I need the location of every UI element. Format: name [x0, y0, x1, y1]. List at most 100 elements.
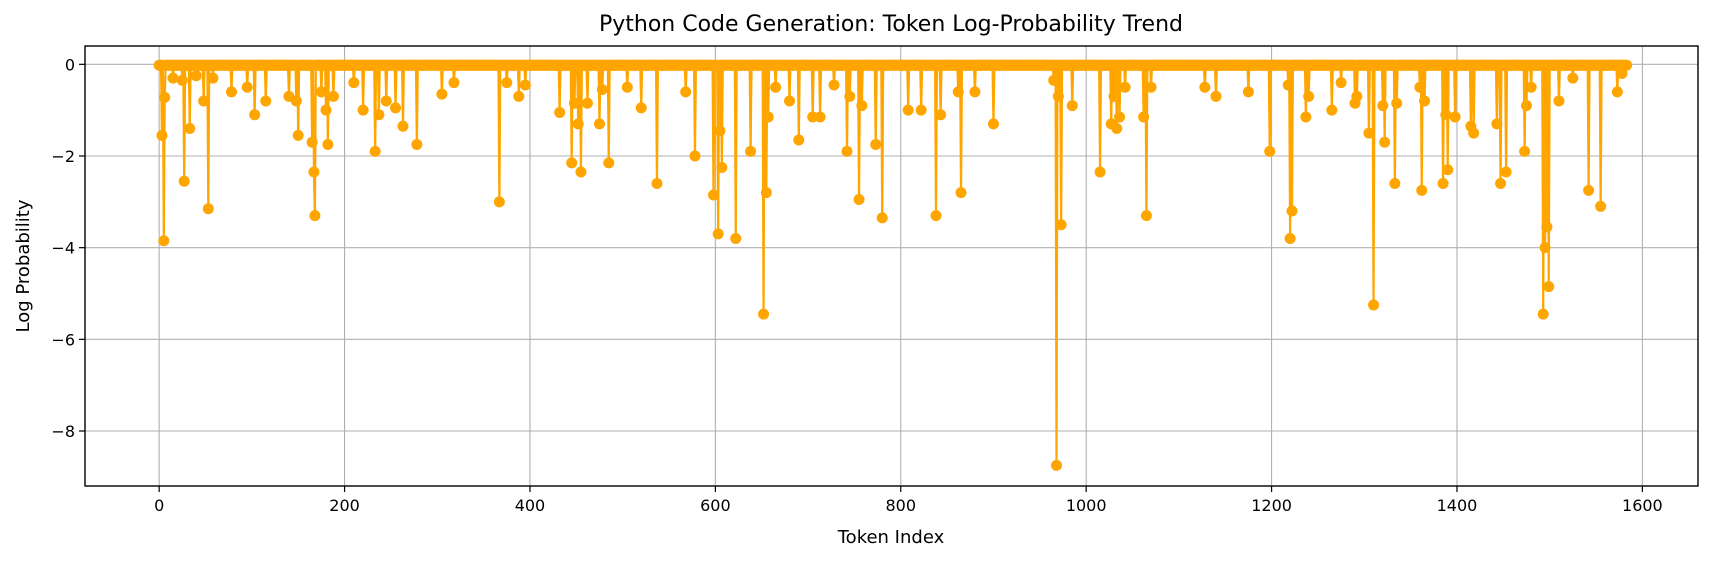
- data-point: [730, 233, 742, 244]
- x-tick-label: 1400: [1437, 496, 1478, 515]
- data-point: [1389, 178, 1401, 189]
- data-point: [1119, 81, 1131, 93]
- y-tick-label: 0: [65, 55, 75, 74]
- chart-title: Python Code Generation: Token Log-Probab…: [599, 12, 1183, 37]
- axis-ticks: 0 200 400 600 800 1000 1200 1400 1600 0 −2 −4 −6 −8: [51, 55, 1662, 515]
- data-point: [373, 109, 385, 121]
- series-line: [158, 64, 1627, 467]
- data-point: [1066, 100, 1078, 112]
- data-point: [1145, 81, 1157, 93]
- x-tick-label: 1000: [1066, 496, 1107, 515]
- data-point: [554, 106, 566, 118]
- data-point: [1368, 299, 1380, 311]
- data-point: [292, 129, 304, 141]
- data-point: [308, 166, 320, 178]
- data-point: [156, 129, 168, 141]
- data-point: [1553, 95, 1565, 107]
- data-point: [1414, 81, 1426, 93]
- data-point: [1242, 86, 1254, 98]
- data-point: [575, 166, 587, 178]
- data-point: [184, 123, 196, 134]
- data-point: [1111, 123, 1123, 134]
- data-point: [1363, 127, 1375, 139]
- data-point: [714, 125, 726, 137]
- data-point: [1140, 210, 1152, 222]
- x-tick-label: 600: [700, 496, 731, 515]
- data-point: [955, 187, 967, 199]
- data-point: [680, 86, 692, 98]
- x-tick-label: 1200: [1251, 496, 1292, 515]
- data-point: [635, 102, 647, 114]
- data-point: [876, 212, 888, 224]
- data-point: [1264, 145, 1276, 157]
- data-point: [621, 81, 633, 93]
- data-point: [397, 120, 409, 132]
- data-point: [309, 210, 321, 222]
- data-point: [1284, 233, 1296, 244]
- data-point: [1286, 205, 1298, 217]
- data-point: [1351, 90, 1363, 102]
- data-point: [380, 95, 392, 107]
- data-point: [987, 118, 999, 130]
- data-point: [1048, 74, 1060, 86]
- y-tick-label: −8: [51, 422, 75, 441]
- data-point: [390, 102, 402, 114]
- data-point: [315, 86, 327, 98]
- data-point: [436, 88, 448, 100]
- data-point: [357, 104, 369, 116]
- data-point: [745, 145, 757, 157]
- data-point: [760, 187, 772, 199]
- x-tick-label: 1600: [1622, 496, 1663, 515]
- plot-frame: [84, 45, 1699, 487]
- data-point: [1108, 90, 1120, 102]
- data-point: [1539, 242, 1551, 254]
- y-tick-label: −4: [51, 239, 75, 258]
- data-point: [969, 86, 981, 98]
- data-point: [1616, 68, 1628, 79]
- x-tick-label: 0: [154, 496, 164, 515]
- data-point: [190, 70, 202, 82]
- data-point: [202, 203, 214, 215]
- data-point: [1335, 77, 1347, 89]
- data-point: [596, 84, 608, 96]
- y-tick-label: −6: [51, 330, 75, 349]
- data-point: [1521, 100, 1532, 112]
- data-point: [1519, 145, 1531, 157]
- data-point: [198, 95, 210, 107]
- data-point: [793, 134, 805, 146]
- data-point: [814, 111, 826, 123]
- data-point: [501, 77, 513, 89]
- x-tick-label: 200: [329, 496, 360, 515]
- data-point: [1114, 111, 1126, 123]
- data-point: [1567, 72, 1579, 84]
- data-point: [1199, 81, 1211, 93]
- data-point: [1583, 184, 1595, 196]
- data-point: [1621, 59, 1633, 71]
- y-axis-label: Log Probability: [13, 199, 34, 332]
- data-point: [1442, 164, 1454, 176]
- data-point: [770, 81, 782, 93]
- data-point: [1326, 104, 1338, 116]
- data-point: [572, 118, 584, 130]
- data-point: [1379, 136, 1391, 148]
- data-point: [1495, 178, 1507, 189]
- data-point: [1300, 111, 1312, 123]
- data-point: [762, 111, 774, 123]
- data-point: [1611, 86, 1623, 98]
- data-point: [1055, 219, 1067, 231]
- data-point: [322, 139, 334, 151]
- data-point: [593, 118, 605, 130]
- data-point: [603, 157, 615, 169]
- data-point: [1468, 127, 1480, 139]
- data-point: [260, 95, 272, 107]
- data-point: [915, 104, 927, 116]
- data-point: [513, 90, 525, 102]
- data-point: [1303, 90, 1315, 102]
- x-tick-label: 400: [515, 496, 546, 515]
- data-point: [1138, 111, 1150, 123]
- data-point: [225, 86, 237, 98]
- data-point: [493, 196, 505, 208]
- data-point: [689, 150, 701, 162]
- data-point: [1541, 221, 1553, 233]
